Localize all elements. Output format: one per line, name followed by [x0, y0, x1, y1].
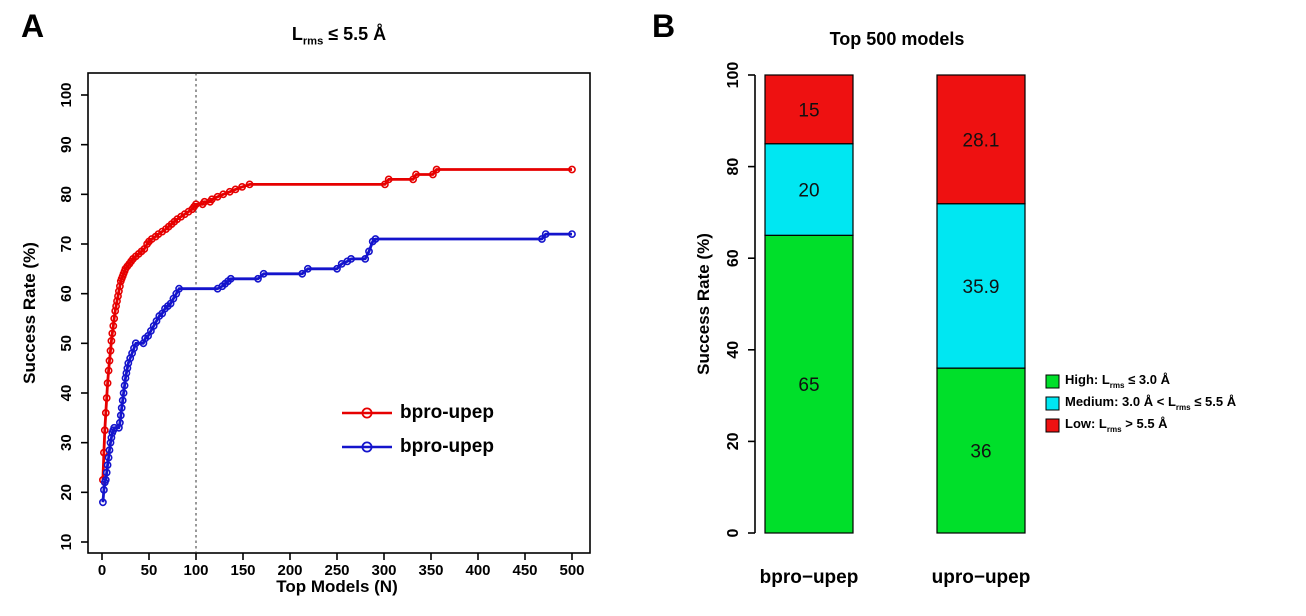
svg-text:20: 20 [58, 484, 75, 501]
panel-a-title: Lrms ≤ 5.5 Å [291, 24, 387, 48]
panel-b-legend-item-medium: Medium: 3.0 Å < Lrms ≤ 5.5 Å [1065, 394, 1237, 412]
bar-1-value-0: 36 [970, 442, 991, 463]
svg-text:80: 80 [725, 158, 742, 176]
series-line-0 [101, 168, 572, 480]
svg-text:200: 200 [277, 562, 302, 579]
panel-a-label: A [21, 8, 45, 44]
bar-1-value-1: 35.9 [963, 277, 1000, 298]
svg-text:20: 20 [725, 432, 742, 450]
svg-text:300: 300 [371, 562, 396, 579]
svg-text:40: 40 [725, 341, 742, 359]
panel-a-x-axis: 0 50 100 150 200 250 300 350 400 450 500 [98, 553, 585, 579]
panel-a-plot [87, 72, 591, 554]
svg-text:350: 350 [418, 562, 443, 579]
panel-b-legend-item-high: High: Lrms ≤ 3.0 Å [1065, 372, 1170, 390]
svg-text:100: 100 [183, 562, 208, 579]
svg-text:60: 60 [725, 249, 742, 267]
panel-a-y-axis: 10 20 30 40 50 60 70 80 90 100 [58, 82, 88, 550]
bar-1-segment-0 [936, 367, 1026, 534]
panel-a-legend-glyphs [342, 407, 392, 453]
panel-a-legend-item-red: bpro-upep [400, 402, 494, 423]
panel-b-title: Top 500 models [829, 29, 965, 49]
svg-text:50: 50 [58, 335, 75, 352]
panel-b-y-axis: 0 20 40 60 80 100 [725, 62, 755, 537]
svg-text:40: 40 [58, 385, 75, 402]
svg-text:90: 90 [58, 136, 75, 153]
svg-text:150: 150 [230, 562, 255, 579]
panel-a-frame [87, 72, 591, 554]
bar-1-value-2: 28.1 [963, 130, 1000, 151]
svg-text:50: 50 [141, 562, 158, 579]
bar-0-segment-2 [764, 74, 854, 145]
bar-0-value-0: 65 [798, 375, 819, 396]
panel-a-series-1 [99, 230, 576, 507]
bar-1-segment-2 [936, 74, 1026, 205]
svg-text:250: 250 [324, 562, 349, 579]
svg-text:70: 70 [58, 236, 75, 253]
panel-a-y-axis-title: Success Rate (%) [20, 242, 39, 384]
svg-text:100: 100 [725, 62, 742, 89]
bar-0-value-2: 15 [798, 100, 819, 121]
svg-text:100: 100 [58, 82, 75, 107]
svg-text:60: 60 [58, 285, 75, 302]
svg-text:0: 0 [725, 528, 742, 537]
svg-text:30: 30 [58, 434, 75, 451]
panel-b-category-bpro-upep: bpro−upep [759, 567, 859, 588]
bar-0-value-1: 20 [798, 181, 819, 202]
panel-b-category-upro-upep: upro−upep [931, 567, 1031, 588]
panel-b-y-axis-title: Success Rate (%) [694, 233, 713, 375]
panel-a-series-0 [99, 165, 576, 484]
bar-0-segment-1 [764, 143, 854, 236]
panel-b-legend-item-low: Low: Lrms > 5.5 Å [1065, 416, 1168, 434]
panel-b-legend-swatches [1045, 374, 1060, 433]
bar-1-segment-1 [936, 203, 1026, 369]
svg-text:400: 400 [465, 562, 490, 579]
svg-text:450: 450 [512, 562, 537, 579]
panel-b-bar-1: 36 35.9 28.1 [936, 74, 1026, 534]
panel-a-legend-item-blue: bpro-upep [400, 436, 494, 457]
panel-b-label: B [652, 8, 676, 44]
svg-text:10: 10 [58, 534, 75, 551]
svg-text:0: 0 [98, 562, 106, 579]
svg-text:500: 500 [559, 562, 584, 579]
svg-text:80: 80 [58, 186, 75, 203]
panel-a-x-axis-title: Top Models (N) [276, 577, 398, 596]
panel-b-bar-0: 65 20 15 [764, 74, 854, 534]
series-line-1 [101, 232, 572, 503]
